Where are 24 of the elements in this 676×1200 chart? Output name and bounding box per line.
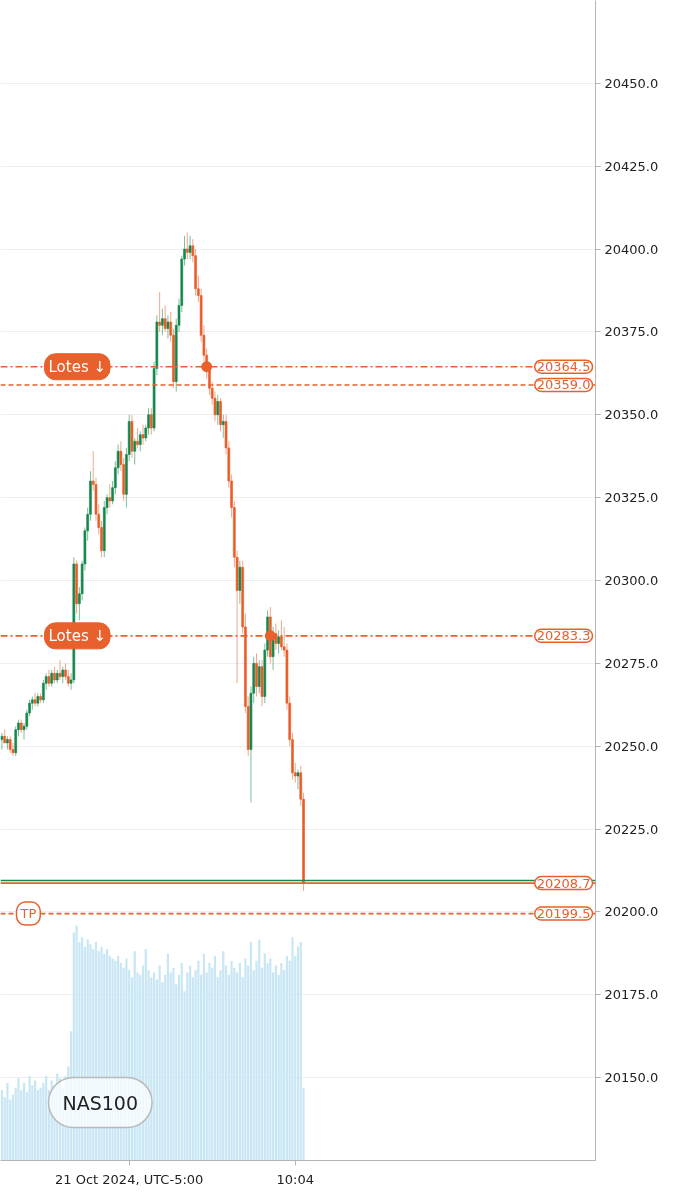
y-tick-label: 20150.0 [604,1070,659,1086]
ref-line-label: 20364.5 [536,359,591,375]
x-tick-label: 21 Oct 2024, UTC-5:00 [55,1171,204,1187]
annotation: Lotes ↓ [48,357,107,376]
annotation: TP [19,906,37,922]
ref-line-label: 20208.7 [536,875,591,891]
ref-line-label: 20199.5 [536,906,591,922]
y-tick-label: 20325.0 [604,490,659,506]
x-tick-label: 10:04 [276,1171,314,1187]
y-tick-label: 20225.0 [604,821,659,837]
y-tick-label: 20200.0 [604,904,659,920]
y-tick-label: 20375.0 [604,324,659,340]
ref-line-label: 20283.3 [536,628,591,644]
y-tick-label: 20275.0 [604,655,659,671]
y-tick-label: 20425.0 [604,158,659,174]
ref-line-label: 20359.0 [536,377,591,393]
y-tick-label: 20450.0 [604,75,659,91]
y-tick-label: 20300.0 [604,573,659,588]
y-tick-label: 20350.0 [604,407,659,423]
y-tick-label: 20400.0 [604,241,659,257]
y-tick-label: 20250.0 [604,738,659,754]
annotation: Lotes ↓ [48,626,107,645]
text: NAS100 [62,1091,139,1114]
y-tick-label: 20175.0 [604,987,659,1003]
